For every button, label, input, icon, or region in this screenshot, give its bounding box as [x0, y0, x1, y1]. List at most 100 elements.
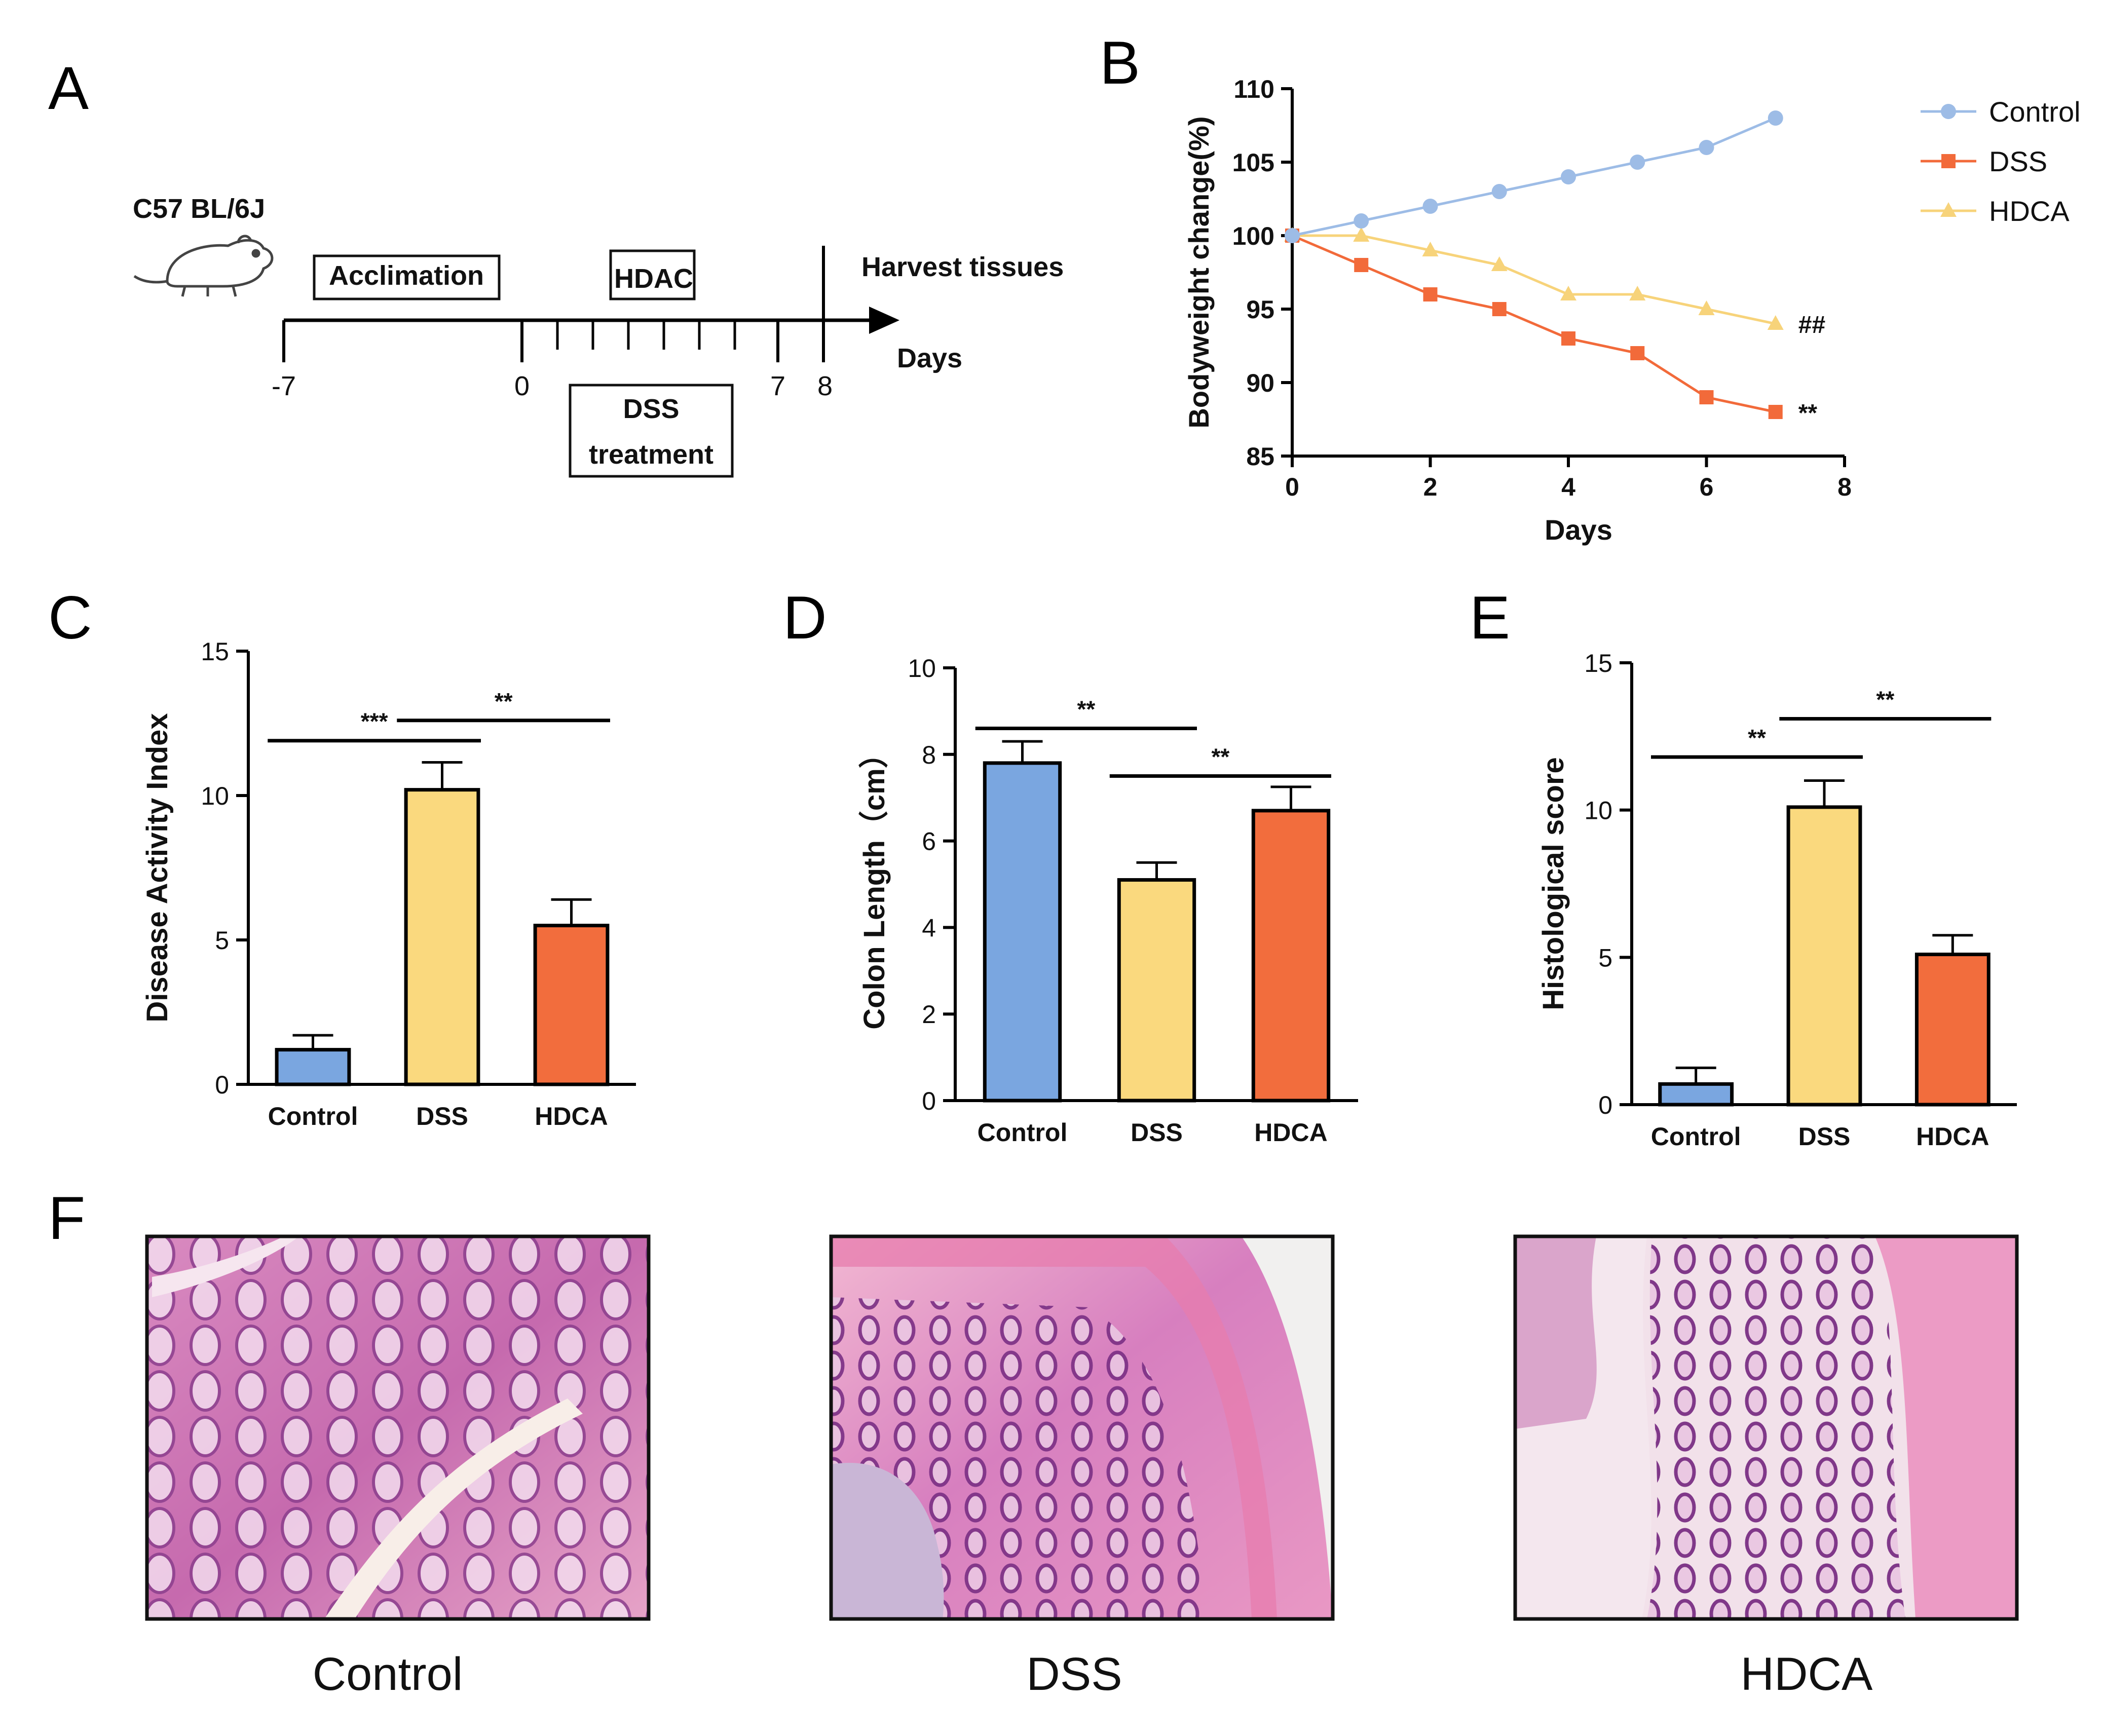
bar-group-hdca: HDCA: [533, 898, 610, 1130]
data-point: [1699, 140, 1714, 155]
bar: [275, 1048, 351, 1086]
bar-group-control: Control: [978, 740, 1068, 1147]
legend-item-dss: DSS: [1921, 145, 2047, 177]
dss-treatment-box: [569, 384, 734, 478]
timeline-diagram: C57 BL/6J Acclimation HDAC Harvest tissu…: [133, 194, 1064, 478]
x-tick-label: 2: [1423, 473, 1438, 501]
y-tick-label: 105: [1232, 148, 1274, 177]
data-point: [1560, 286, 1576, 300]
data-point: [1422, 199, 1438, 214]
y-tick-label: 85: [1246, 442, 1274, 471]
tick-label-0: 0: [514, 371, 530, 401]
bar: [1786, 805, 1862, 1107]
mouse-icon: [133, 235, 274, 297]
bar: [1117, 878, 1196, 1103]
harvest-label: Harvest tissues: [861, 252, 1064, 282]
y-tick-label: 10: [1584, 797, 1612, 825]
x-tick-label: 8: [1837, 473, 1852, 501]
significance-bracket: **: [1109, 744, 1331, 778]
data-point: [1561, 331, 1575, 346]
bar-group-dss: DSS: [1117, 861, 1196, 1147]
significance-mark: ##: [1798, 312, 1825, 338]
colon-length-bar-chart: 0 2 4 6 8 10 Control DSS HDCA Colon Length（cm） ** *…: [858, 654, 1358, 1147]
significance-bracket: ***: [268, 708, 481, 743]
histology-hdca-image: [1513, 1234, 2019, 1621]
dai-bar-chart: 0 5 10 15 Control DSS HDCA Disease Activity Ind…: [141, 637, 636, 1130]
y-axis-title: Bodyweight change(%): [1183, 116, 1215, 428]
y-tick-label: 5: [1598, 944, 1612, 972]
histology-control-image: [145, 1234, 651, 1621]
bar: [1914, 953, 1991, 1107]
series-line: [1292, 234, 1776, 413]
data-point: [1285, 228, 1300, 243]
y-tick-label: 10: [908, 654, 936, 683]
panel-label-c: C: [48, 584, 92, 652]
significance-label: **: [495, 688, 513, 714]
x-tick-label: HDCA: [535, 1102, 608, 1130]
y-tick-label: 4: [922, 914, 936, 942]
bar: [1251, 809, 1331, 1103]
bar: [1658, 1082, 1734, 1107]
y-tick-label: 110: [1233, 75, 1274, 103]
legend-marker: [1941, 154, 1956, 168]
x-tick-label: HDCA: [1254, 1118, 1327, 1147]
histology-dss-caption: DSS: [1026, 1648, 1122, 1700]
legend-label: Control: [1989, 96, 2081, 128]
y-tick-label: 0: [215, 1071, 229, 1099]
x-tick-label: DSS: [416, 1102, 468, 1130]
x-tick-label: 4: [1561, 473, 1575, 501]
legend-marker: [1941, 104, 1956, 119]
x-tick-label: HDCA: [1916, 1122, 1989, 1151]
y-tick-label: 90: [1246, 369, 1274, 397]
timeline-arrowhead: [869, 307, 899, 334]
panel-label-a: A: [48, 54, 89, 122]
legend-marker: [1940, 202, 1957, 217]
significance-label: **: [1876, 686, 1894, 712]
bodyweight-line-chart: 85 90 95 100 105 110 0 2 4 6 8 Days Bodyweight chang…: [1183, 75, 2081, 546]
y-axis-title: Disease Activity Index: [141, 713, 174, 1022]
y-tick-label: 95: [1246, 295, 1274, 324]
y-tick-label: 10: [201, 782, 229, 810]
tick-label-7: 7: [770, 371, 785, 401]
series-hdca: ##: [1284, 227, 1825, 338]
data-point: [1354, 213, 1369, 229]
y-tick-label: 100: [1232, 222, 1274, 250]
bar-group-hdca: HDCA: [1251, 785, 1331, 1147]
legend-item-hdca: HDCA: [1921, 195, 2070, 227]
y-tick-label: 6: [922, 827, 936, 856]
data-point: [1698, 300, 1715, 315]
hdac-box: [609, 249, 696, 300]
legend-item-control: Control: [1921, 96, 2081, 128]
tick-label-8: 8: [817, 371, 833, 401]
significance-bracket: **: [1651, 725, 1863, 759]
panel-label-b: B: [1100, 29, 1140, 97]
significance-bracket: **: [397, 688, 610, 723]
data-point: [1768, 110, 1783, 126]
y-tick-label: 0: [922, 1087, 936, 1115]
data-point: [1353, 227, 1370, 242]
x-tick-label: 0: [1285, 473, 1299, 501]
bar-group-dss: DSS: [404, 761, 480, 1130]
bar: [533, 924, 610, 1086]
x-tick-label: Control: [978, 1118, 1068, 1147]
bar-group-dss: DSS: [1786, 779, 1862, 1151]
data-point: [1767, 315, 1784, 330]
legend-label: HDCA: [1989, 195, 2070, 227]
significance-label: **: [1211, 744, 1229, 770]
y-tick-label: 5: [215, 926, 229, 955]
x-tick-label: Control: [268, 1102, 358, 1130]
panel-label-f: F: [48, 1184, 85, 1252]
data-point: [1561, 169, 1576, 184]
bar-group-control: Control: [1651, 1066, 1741, 1151]
dss-treatment-line2: treatment: [589, 439, 713, 470]
data-point: [1491, 184, 1507, 199]
legend-label: DSS: [1989, 145, 2047, 177]
x-tick-label: DSS: [1131, 1118, 1183, 1147]
panel-label-d: D: [783, 584, 827, 652]
y-tick-label: 2: [922, 1000, 936, 1029]
data-point: [1491, 256, 1508, 271]
data-point: [1354, 258, 1369, 272]
y-tick-label: 15: [201, 637, 229, 666]
data-point: [1629, 286, 1646, 300]
